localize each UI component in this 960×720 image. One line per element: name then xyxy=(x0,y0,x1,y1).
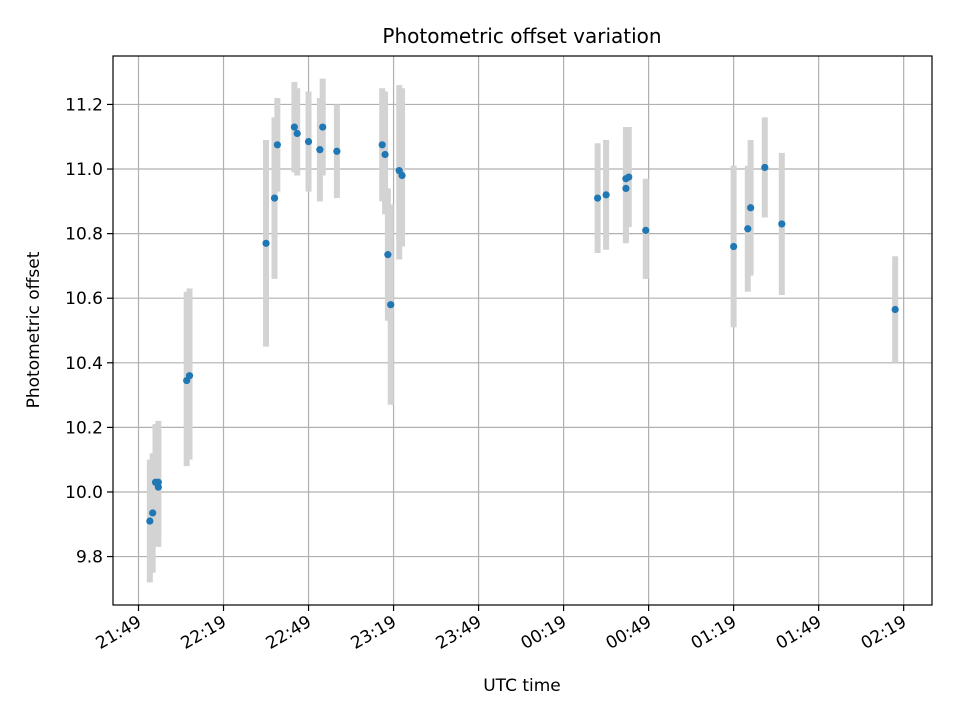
data-point xyxy=(304,137,313,146)
y-axis: 9.8 10.0 10.2 10.4 10.6 10.8 11.0 11.2 xyxy=(65,95,113,568)
y-tick-label: 9.8 xyxy=(76,548,103,568)
y-tick-label: 10.2 xyxy=(65,418,103,438)
y-axis-title: Photometric offset xyxy=(24,251,44,408)
data-point xyxy=(185,372,194,380)
data-point xyxy=(747,204,755,212)
data-point xyxy=(622,184,630,193)
data-point xyxy=(316,146,324,154)
plot-area-frame xyxy=(112,55,933,606)
data-point xyxy=(398,171,406,180)
data-point xyxy=(761,163,769,172)
data-point xyxy=(262,239,270,247)
data-point xyxy=(891,305,899,314)
y-tick-label: 10.6 xyxy=(65,289,103,309)
data-point xyxy=(387,301,395,309)
y-tick-label: 11.2 xyxy=(65,95,103,115)
data-point xyxy=(602,191,610,199)
data-point xyxy=(625,173,633,181)
data-point xyxy=(319,123,327,131)
data-point xyxy=(293,129,301,138)
data-point xyxy=(290,123,298,131)
data-point xyxy=(593,194,602,202)
y-tick-label: 10.8 xyxy=(65,225,103,245)
data-point xyxy=(744,225,752,233)
data-points xyxy=(146,123,899,525)
y-tick-label: 10.0 xyxy=(65,483,103,503)
data-point xyxy=(378,141,386,149)
chart-title: Photometric offset variation xyxy=(382,24,661,48)
y-tick-label: 11.0 xyxy=(65,160,103,180)
data-point xyxy=(642,226,650,234)
y-tick-label: 10.4 xyxy=(65,354,103,374)
data-point xyxy=(730,242,738,251)
data-point xyxy=(154,478,162,486)
data-point xyxy=(149,509,157,517)
data-point xyxy=(381,150,389,159)
data-point xyxy=(146,517,154,525)
data-point xyxy=(384,251,392,259)
x-axis-title: UTC time xyxy=(483,676,561,696)
data-point xyxy=(333,147,341,155)
data-point xyxy=(270,194,279,202)
grid xyxy=(113,56,932,605)
data-point xyxy=(778,220,786,228)
data-point xyxy=(273,141,281,149)
